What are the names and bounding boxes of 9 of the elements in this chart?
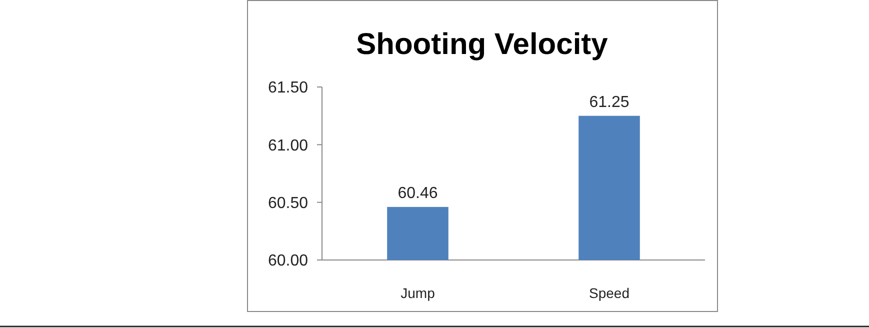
y-tick-label: 61.50 xyxy=(268,80,308,97)
chart-title: Shooting Velocity xyxy=(356,28,608,61)
y-tick-label: 61.00 xyxy=(268,137,308,154)
x-tick-label: Jump xyxy=(400,285,436,301)
y-tick-label: 60.50 xyxy=(268,194,308,212)
data-label: 61.25 xyxy=(589,94,630,111)
data-label: 60.46 xyxy=(398,184,438,202)
x-tick-label: Speed xyxy=(589,285,630,301)
y-tick-label: 60.00 xyxy=(268,252,308,270)
